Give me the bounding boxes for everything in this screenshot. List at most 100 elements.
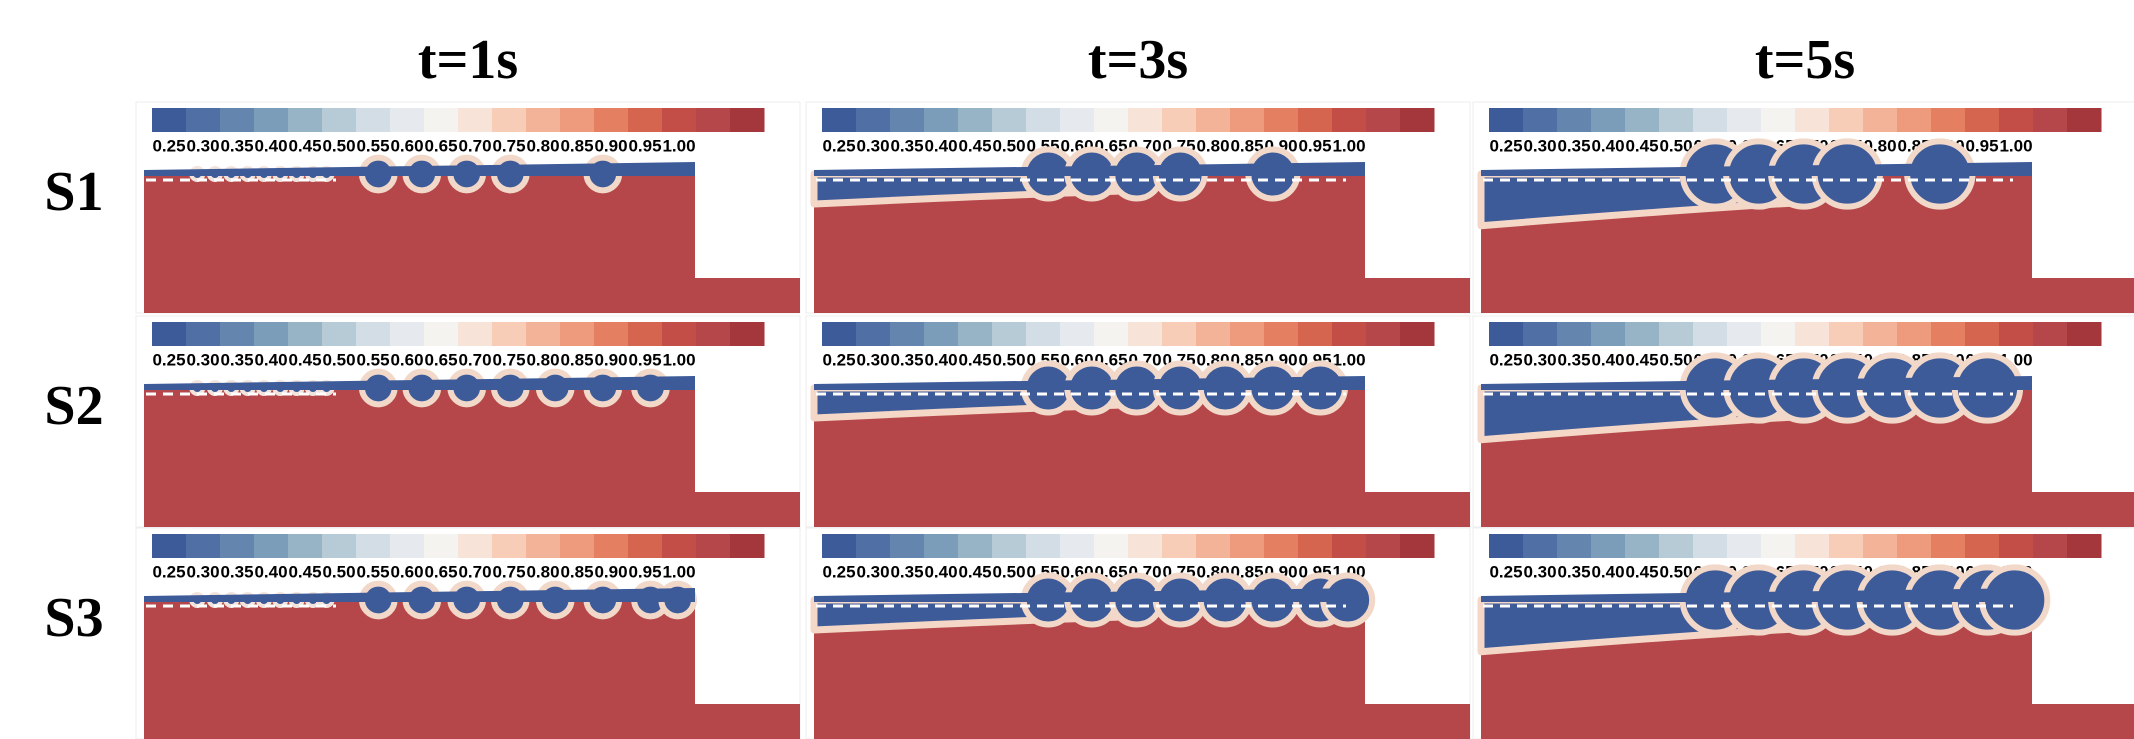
colorbar-cell <box>492 534 527 558</box>
colorbar-tick-label: 0.45 <box>288 350 321 369</box>
colorbar-tick-label: 1.00 <box>1332 350 1365 369</box>
colorbar-tick-label: 0.60 <box>390 562 423 581</box>
domain <box>144 388 695 527</box>
colorbar-tick-label: 0.85 <box>560 562 593 581</box>
colorbar-cell <box>458 322 493 346</box>
colorbar-cell <box>1060 108 1095 132</box>
colorbar-tick-label: 0.85 <box>1230 136 1263 155</box>
colorbar-cell <box>1999 534 2034 558</box>
colorbar-cell <box>1795 322 1830 346</box>
colorbar-cell <box>924 322 959 346</box>
colorbar-cell <box>1523 322 1558 346</box>
colorbar-cell <box>1897 108 1932 132</box>
colorbar-tick-label: 0.25 <box>1489 350 1522 369</box>
colorbar-tick-label: 0.45 <box>1625 136 1658 155</box>
colorbar-cell <box>1659 322 1694 346</box>
colorbar-cell <box>492 322 527 346</box>
colorbar-cell <box>1264 108 1299 132</box>
colorbar-tick-label: 0.25 <box>152 562 185 581</box>
colorbar-tick-label: 0.40 <box>254 350 287 369</box>
colorbar-tick-label: 0.95 <box>1298 136 1331 155</box>
colorbar-cell <box>594 322 629 346</box>
colorbar-cell <box>730 322 765 346</box>
colorbar-tick-label: 0.30 <box>186 562 219 581</box>
colorbar-tick-label: 0.40 <box>924 136 957 155</box>
panel: 0.250.300.350.400.450.500.550.600.650.70… <box>1472 315 2134 528</box>
colorbar-tick-label: 0.35 <box>220 136 253 155</box>
colorbar-tick-label: 0.25 <box>822 350 855 369</box>
colorbar-cell <box>424 534 459 558</box>
colorbar-cell <box>1489 534 1524 558</box>
colorbar-tick-label: 0.50 <box>1659 136 1692 155</box>
colorbar-cell <box>458 108 493 132</box>
colorbar-cell <box>1999 108 2034 132</box>
colorbar-cell <box>322 534 357 558</box>
colorbar-cell <box>1931 322 1966 346</box>
colorbar-cell <box>356 322 391 346</box>
colorbar-cell <box>1196 322 1231 346</box>
colorbar-cell <box>220 108 255 132</box>
colorbar-cell <box>628 108 663 132</box>
colorbar-cell <box>958 322 993 346</box>
colorbar-tick-label: 0.40 <box>1591 136 1624 155</box>
colorbar-cell <box>1557 322 1592 346</box>
colorbar-tick-label: 0.45 <box>288 136 321 155</box>
column-title: t=5s <box>1755 29 1855 91</box>
colorbar-cell <box>1727 322 1762 346</box>
colorbar-cell <box>152 108 187 132</box>
colorbar-cell <box>992 322 1027 346</box>
colorbar-tick-label: 0.80 <box>1196 136 1229 155</box>
colorbar-tick-label: 0.70 <box>458 562 491 581</box>
colorbar-tick-label: 0.35 <box>1557 136 1590 155</box>
colorbar-cell <box>1591 534 1626 558</box>
row-label: S3 <box>44 587 103 649</box>
colorbar-tick-label: 0.30 <box>1523 350 1556 369</box>
colorbar-cell <box>220 322 255 346</box>
colorbar-cell <box>390 108 425 132</box>
colorbar-cell <box>1196 534 1231 558</box>
colorbar-cell <box>890 534 925 558</box>
colorbar-cell <box>662 534 697 558</box>
colorbar-cell <box>2033 534 2068 558</box>
colorbar-cell <box>1230 108 1265 132</box>
colorbar-cell <box>1400 322 1435 346</box>
colorbar-tick-label: 0.90 <box>594 350 627 369</box>
colorbar-tick-label: 0.65 <box>424 350 457 369</box>
colorbar-cell <box>1162 534 1197 558</box>
electrode <box>1481 376 2032 390</box>
colorbar-tick-label: 0.25 <box>822 562 855 581</box>
colorbar-tick-label: 0.25 <box>822 136 855 155</box>
colorbar-cell <box>1298 322 1333 346</box>
colorbar-cell <box>1264 322 1299 346</box>
colorbar-cell <box>662 108 697 132</box>
colorbar-cell <box>1332 108 1367 132</box>
colorbar-tick-label: 0.25 <box>1489 136 1522 155</box>
colorbar-cell <box>1523 108 1558 132</box>
colorbar-tick-label: 0.95 <box>628 350 661 369</box>
colorbar-cell <box>856 322 891 346</box>
colorbar-cell <box>1128 108 1163 132</box>
electrode <box>814 162 1365 176</box>
colorbar-cell <box>1625 534 1660 558</box>
colorbar-tick-label: 0.60 <box>390 136 423 155</box>
colorbar-cell <box>1060 322 1095 346</box>
colorbar-tick-label: 0.35 <box>890 562 923 581</box>
colorbar-tick-label: 0.95 <box>1965 136 1998 155</box>
column-title: t=3s <box>1088 29 1188 91</box>
colorbar-cell <box>856 534 891 558</box>
colorbar-cell <box>1659 108 1694 132</box>
colorbar-tick-label: 0.25 <box>1489 562 1522 581</box>
colorbar-tick-label: 0.50 <box>992 562 1025 581</box>
colorbar-tick-label: 0.50 <box>322 350 355 369</box>
colorbar-tick-label: 0.45 <box>958 562 991 581</box>
colorbar-tick-label: 0.30 <box>1523 562 1556 581</box>
colorbar-cell <box>186 534 221 558</box>
colorbar-cell <box>1863 322 1898 346</box>
colorbar-cell <box>526 534 561 558</box>
colorbar-cell <box>1795 534 1830 558</box>
colorbar-tick-label: 0.35 <box>1557 350 1590 369</box>
colorbar-tick-label: 0.50 <box>322 136 355 155</box>
